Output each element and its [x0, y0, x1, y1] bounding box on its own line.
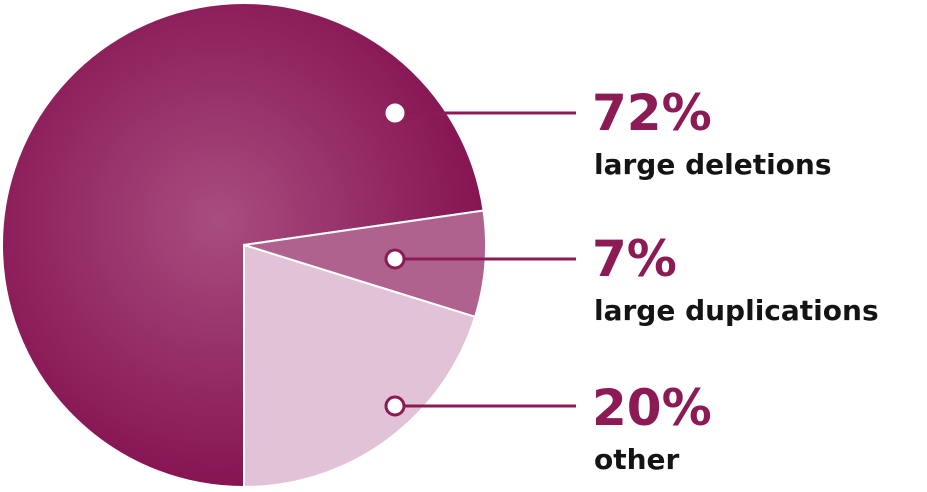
leader-marker-large-duplications [384, 248, 406, 270]
value-label-other: 20% [592, 379, 712, 437]
slice-label-other: other [594, 443, 680, 476]
pie-slice-other [243, 243, 477, 489]
slice-label-large-duplications: large duplications [594, 294, 879, 327]
leader-marker-large-deletions [385, 103, 405, 123]
pie-slice-large-duplications [243, 209, 487, 319]
value-label-large-duplications: 7% [592, 230, 677, 288]
slice-annotation-large-duplications: 7% large duplications [592, 230, 879, 327]
leader-lines [384, 103, 576, 417]
slice-annotation-other: 20% other [592, 379, 712, 476]
value-label-large-deletions: 72% [592, 84, 712, 142]
slice-label-large-deletions: large deletions [594, 148, 832, 181]
pie-slices [1, 2, 487, 489]
slice-annotation-large-deletions: 72% large deletions [592, 84, 832, 181]
leader-marker-other [384, 395, 406, 417]
pie-slice-large-deletions [1, 2, 485, 489]
